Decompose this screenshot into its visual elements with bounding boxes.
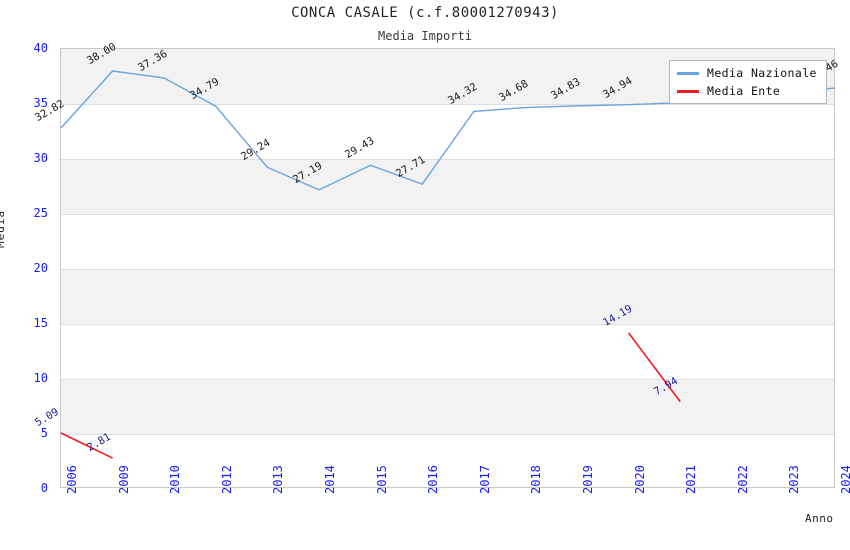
x-tick-label: 2024 xyxy=(839,465,850,494)
y-axis-ticks: 0 5 10 15 20 25 30 35 40 xyxy=(0,41,56,495)
x-tick-label: 2019 xyxy=(581,465,595,494)
y-tick-label: 0 xyxy=(40,481,48,495)
x-tick-label: 2009 xyxy=(116,465,131,494)
legend-swatch-media-ente xyxy=(677,89,699,93)
plot-area: 32.82 38.00 37.36 34.79 29.24 27.19 29.43 27.71… xyxy=(33,41,840,488)
y-tick-label: 5 xyxy=(40,426,48,440)
x-tick-label: 2018 xyxy=(529,465,544,494)
legend-label-media-nazionale: Media Nazionale xyxy=(707,66,817,80)
chart-subtitle: Media Importi xyxy=(378,29,472,43)
x-tick-label: 2013 xyxy=(271,465,286,494)
grid-line xyxy=(61,104,834,105)
y-tick-label: 30 xyxy=(33,151,48,165)
grid-line xyxy=(61,214,834,215)
grid-line xyxy=(61,379,834,380)
series-line-media-ente xyxy=(627,332,681,403)
x-tick-label: 2020 xyxy=(632,465,647,494)
x-axis-title: Anno xyxy=(805,512,834,525)
legend-swatch-media-nazionale xyxy=(677,71,699,75)
grid-line xyxy=(61,324,834,325)
y-tick-label: 35 xyxy=(33,96,48,110)
x-tick-label: 2022 xyxy=(735,465,750,494)
x-axis-ticks: 2006 2009 2010 2012 2013 2014 2015 2016 2017 2018… xyxy=(60,465,850,550)
x-tick-label: 2023 xyxy=(787,465,802,494)
grid-line xyxy=(61,434,834,435)
x-tick-label: 2006 xyxy=(65,465,79,494)
y-tick-label: 40 xyxy=(33,41,48,55)
x-tick-label: 2021 xyxy=(684,465,699,494)
x-tick-label: 2010 xyxy=(168,465,183,494)
plot-band xyxy=(61,379,834,434)
grid-line xyxy=(61,159,834,160)
plot-band xyxy=(61,269,834,324)
x-tick-label: 2014 xyxy=(323,465,337,494)
series-line-media-ente xyxy=(60,432,113,459)
x-tick-label: 2016 xyxy=(426,465,441,494)
legend-item-media-ente[interactable]: Media Ente xyxy=(677,84,817,98)
x-tick-label: 2015 xyxy=(374,465,389,494)
y-tick-label: 20 xyxy=(33,261,48,275)
y-tick-label: 15 xyxy=(33,316,48,330)
x-tick-label: 2017 xyxy=(477,465,492,494)
y-tick-label: 10 xyxy=(33,371,48,385)
legend-label-media-ente: Media Ente xyxy=(707,84,781,98)
y-tick-label: 25 xyxy=(33,206,48,220)
x-tick-label: 2012 xyxy=(219,465,234,494)
series-layer xyxy=(60,70,836,459)
chart-legend: Media Nazionale Media Ente xyxy=(669,60,827,104)
legend-item-media-nazionale[interactable]: Media Nazionale xyxy=(677,66,817,80)
plot-band xyxy=(61,159,834,214)
grid-line xyxy=(61,269,834,270)
chart-title: CONCA CASALE (c.f.80001270943) xyxy=(291,5,559,21)
